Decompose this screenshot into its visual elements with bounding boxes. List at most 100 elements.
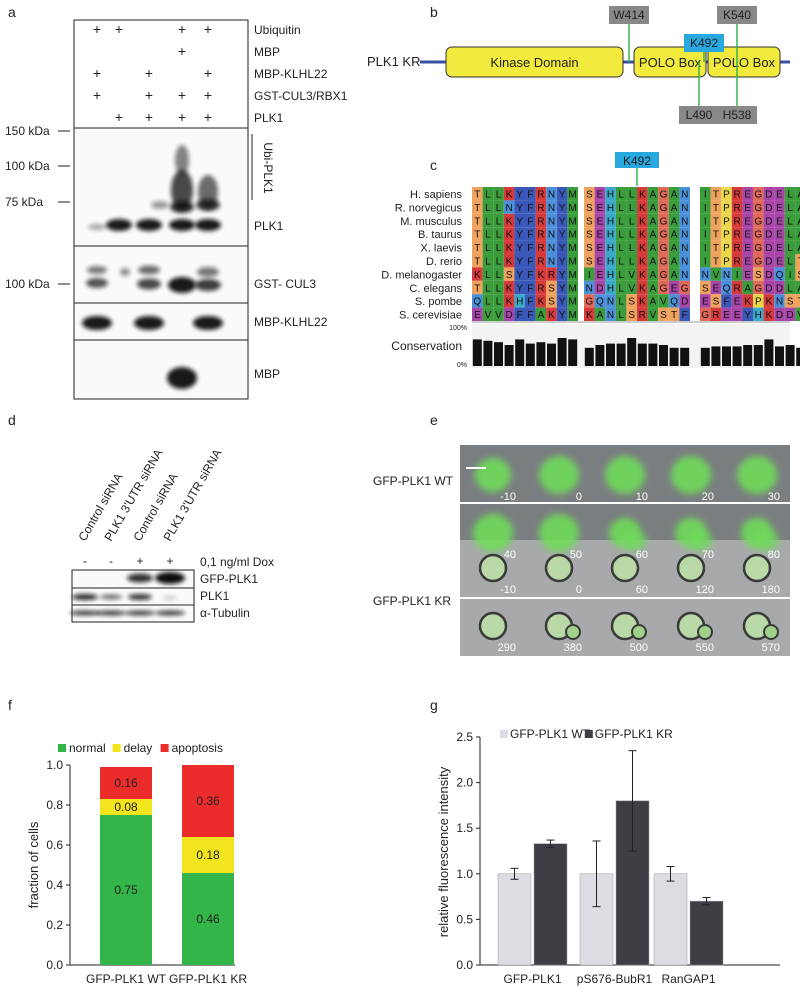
kr-cell-fragment <box>565 624 581 640</box>
residue-letter: A <box>597 310 604 321</box>
residue-letter: G <box>754 257 762 268</box>
residue-cell <box>658 227 669 241</box>
conservation-bar <box>525 343 535 366</box>
highlight-label: K492 <box>623 154 651 168</box>
residue-letter: A <box>650 190 657 201</box>
legend-swatch <box>500 730 508 738</box>
condition-mark: + <box>204 65 212 81</box>
plk1-band <box>100 594 122 600</box>
residue-letter: E <box>597 270 604 281</box>
plk1-band <box>163 596 177 600</box>
stacked-bar-segment <box>100 799 152 815</box>
residue-letter: D <box>765 230 772 241</box>
residue-letter: F <box>527 243 533 254</box>
residue-letter: K <box>639 190 646 201</box>
residue-cell <box>605 227 616 241</box>
residue-cell <box>679 200 690 214</box>
x-tick-label: GFP-PLK1 WT <box>86 972 167 986</box>
residue-letter: I <box>704 230 707 241</box>
residue-letter: L <box>618 243 624 254</box>
residue-cell <box>700 267 711 281</box>
residue-cell <box>763 307 775 321</box>
residue-letter: K <box>548 310 555 321</box>
residue-letter: Q <box>723 283 731 294</box>
residue-letter: S <box>660 310 667 321</box>
residue-cell <box>710 187 722 201</box>
residue-letter: K <box>506 257 513 268</box>
residue-cell <box>774 254 785 268</box>
residue-letter: N <box>548 257 555 268</box>
wt-time-label: 0 <box>576 491 582 503</box>
residue-cell <box>525 213 536 228</box>
gfp-cell <box>623 531 647 551</box>
residue-cell <box>637 254 648 268</box>
residue-letter: I <box>704 203 707 214</box>
conservation-bar <box>680 347 690 366</box>
residue-cell <box>742 267 753 281</box>
residue-letter: K <box>538 297 545 308</box>
residue-cell <box>784 307 796 321</box>
residue-letter: H <box>516 297 523 308</box>
residue-letter: K <box>639 230 646 241</box>
kr-cell-fragment <box>697 624 713 640</box>
residue-letter: R <box>548 270 555 281</box>
site-tag <box>717 6 757 24</box>
residue-letter: Q <box>473 297 481 308</box>
residue-cell <box>637 200 648 214</box>
residue-cell <box>503 240 515 254</box>
residue-letter: K <box>506 190 513 201</box>
residue-letter: E <box>671 283 678 294</box>
wt-time-label: 80 <box>768 549 780 561</box>
panel-e: GFP-PLK1 WT GFP-PLK1 KR -10 0 10 20 30 40 50 60 70… <box>373 445 790 656</box>
residue-letter: Q <box>596 297 604 308</box>
residue-letter: M <box>569 230 577 241</box>
conservation-pct-high: 100% <box>449 325 467 332</box>
residue-letter: L <box>485 216 491 227</box>
residue-letter: A <box>538 310 545 321</box>
panel-label-d: d <box>8 412 16 428</box>
residue-cell <box>700 307 711 321</box>
residue-cell <box>637 294 648 308</box>
residue-cell <box>774 280 785 295</box>
residue-letter: K <box>639 216 646 227</box>
stacked-bar-segment <box>182 837 234 873</box>
conservation-bar <box>494 342 503 366</box>
residue-cell <box>774 213 785 228</box>
kr-time-label: 550 <box>696 642 714 654</box>
residue-letter: Y <box>559 310 566 321</box>
residue-cell <box>668 240 680 254</box>
residue-cell <box>503 267 515 281</box>
plk1-band <box>106 219 132 231</box>
residue-cell <box>594 240 606 254</box>
residue-cell <box>658 307 669 321</box>
kr-label: GFP-PLK1 KR <box>373 594 451 608</box>
residue-cell <box>626 307 637 321</box>
residue-letter: L <box>485 257 491 268</box>
blot-label-ubi: Ubi-PLK1 <box>261 142 275 194</box>
conservation-label: Conservation <box>391 339 462 353</box>
stacked-bar-segment <box>100 815 152 965</box>
residue-cell <box>658 240 669 254</box>
residue-cell <box>535 187 547 201</box>
residue-letter: D <box>765 190 772 201</box>
residue-cell <box>679 187 690 201</box>
residue-cell <box>795 267 800 281</box>
kr-time-label: 570 <box>762 642 780 654</box>
residue-cell <box>700 294 711 308</box>
residue-cell <box>753 227 764 241</box>
residue-letter: R <box>712 310 719 321</box>
residue-letter: R <box>537 283 544 294</box>
residue-cell <box>784 213 796 228</box>
dox-mark: - <box>83 554 87 568</box>
residue-cell <box>626 240 637 254</box>
residue-cell <box>605 267 616 281</box>
conservation-bar <box>483 340 493 366</box>
residue-cell <box>731 187 743 201</box>
residue-cell <box>700 200 711 214</box>
condition-mark: + <box>178 21 186 37</box>
residue-letter: Y <box>516 230 523 241</box>
y-tick-label: 0.0 <box>46 958 63 972</box>
residue-letter: R <box>537 243 544 254</box>
species-name: D. rerio <box>426 256 462 268</box>
residue-letter: E <box>723 310 730 321</box>
